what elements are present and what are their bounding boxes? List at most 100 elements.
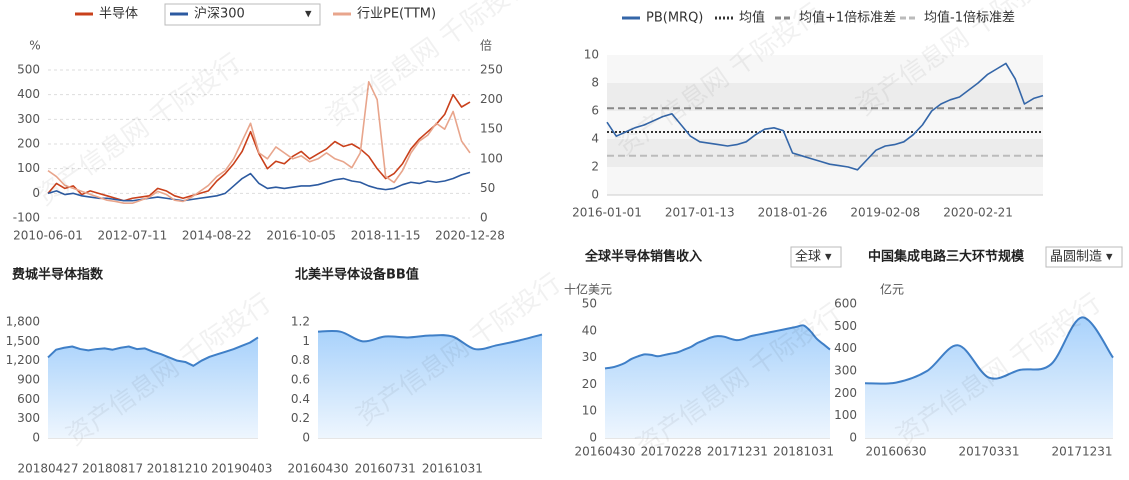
legend-label: 均值+1倍标准差 xyxy=(799,10,896,26)
legend-label: 行业PE(TTM) xyxy=(357,7,436,22)
x-tick-label: 2016-01-01 xyxy=(572,206,642,220)
x-tick-label: 2020-12-28 xyxy=(435,229,505,243)
x-tick-label: 2018-01-26 xyxy=(758,206,828,220)
dropdown[interactable] xyxy=(790,246,842,268)
y-tick-label: 400 xyxy=(17,87,40,101)
y-tick-label: 20 xyxy=(582,377,597,391)
y-tick-label: 0 xyxy=(591,188,599,202)
dropdown[interactable] xyxy=(1045,246,1123,268)
legend-label: 均值-1倍标准差 xyxy=(924,10,1015,26)
y-tick-label: 100 xyxy=(17,161,40,175)
x-tick-label: 2020-02-21 xyxy=(943,206,1013,220)
x-tick-label: 20180427 xyxy=(17,462,78,476)
x-tick-label: 20190403 xyxy=(211,462,272,476)
y-tick-label: 30 xyxy=(582,350,597,364)
grid-band xyxy=(607,83,1043,111)
x-tick-label: 20160731 xyxy=(355,462,416,476)
y2-tick-label: 50 xyxy=(480,181,495,195)
x-tick-label: 20171231 xyxy=(1051,445,1112,459)
dropdown-label[interactable]: 晶圆制造 xyxy=(1050,250,1102,265)
plot-background xyxy=(607,55,1043,195)
y-tick-label: 500 xyxy=(17,63,40,77)
y-tick-label: 0 xyxy=(589,431,597,445)
y-tick-label: 0 xyxy=(32,186,40,200)
x-tick-label: 2012-07-11 xyxy=(98,229,168,243)
y2-unit: 倍 xyxy=(480,38,492,53)
area-fill xyxy=(865,317,1113,438)
y-tick-label: 1 xyxy=(302,334,310,348)
y-tick-label: 0.4 xyxy=(291,392,310,406)
y-tick-label: 0 xyxy=(32,431,40,445)
y-tick-label: 100 xyxy=(834,408,857,422)
x-tick-label: 2019-02-08 xyxy=(850,206,920,220)
x-tick-label: 20171231 xyxy=(707,445,768,459)
chart-title: 中国集成电路三大环节规模 xyxy=(868,249,1025,265)
y-tick-label: 8 xyxy=(591,76,599,90)
x-tick-label: 20170331 xyxy=(958,445,1019,459)
y2-tick-label: 200 xyxy=(480,92,503,106)
chart-title: 全球半导体销售收入 xyxy=(584,249,702,265)
y-unit: 十亿美元 xyxy=(564,282,612,297)
y2-tick-label: 0 xyxy=(480,211,488,225)
chart-title: 北美半导体设备BB值 xyxy=(295,267,419,283)
y-tick-label: 2 xyxy=(591,160,599,174)
y-tick-label: 0.6 xyxy=(291,373,310,387)
y-tick-label: 0 xyxy=(849,431,857,445)
y-tick-label: 900 xyxy=(17,373,40,387)
y-tick-label: 1,500 xyxy=(6,334,40,348)
dropdown-arrow[interactable]: ▾ xyxy=(825,250,832,265)
y-tick-label: 300 xyxy=(17,411,40,425)
legend-dropdown[interactable] xyxy=(164,3,321,26)
y-tick-label: 400 xyxy=(834,341,857,355)
series-line xyxy=(604,324,831,370)
x-tick-label: 20180817 xyxy=(82,462,143,476)
y-tick-label: 0.2 xyxy=(291,411,310,425)
y-tick-label: 0.8 xyxy=(291,353,310,367)
x-tick-label: 2014-08-22 xyxy=(182,229,252,243)
y-tick-label: 200 xyxy=(834,386,857,400)
legend-label: 沪深300 xyxy=(194,6,245,22)
y-unit: % xyxy=(29,39,40,53)
x-tick-label: 2016-10-05 xyxy=(266,229,336,243)
x-tick-label: 20161031 xyxy=(422,462,483,476)
series-line xyxy=(606,62,1044,171)
y-tick-label: 600 xyxy=(17,392,40,406)
y-tick-label: 600 xyxy=(834,297,857,311)
series-line xyxy=(47,81,471,204)
dropdown-arrow[interactable]: ▾ xyxy=(305,7,312,22)
series-line xyxy=(317,329,543,351)
y-tick-label: 1,800 xyxy=(6,315,40,329)
dropdown-arrow[interactable]: ▾ xyxy=(1106,250,1113,265)
y-tick-label: 0 xyxy=(302,431,310,445)
y-tick-label: 200 xyxy=(17,137,40,151)
y-tick-label: 4 xyxy=(591,132,599,146)
x-tick-label: 20160430 xyxy=(574,445,635,459)
y-tick-label: 50 xyxy=(582,297,597,311)
y-tick-label: 300 xyxy=(834,364,857,378)
dropdown-label[interactable]: 全球 xyxy=(795,249,821,265)
area-fill xyxy=(48,337,258,438)
y-tick-label: 1.2 xyxy=(291,315,310,329)
series-line xyxy=(47,336,259,367)
legend-label: 半导体 xyxy=(99,7,138,22)
y-tick-label: 300 xyxy=(17,112,40,126)
series-line xyxy=(47,93,471,202)
area-fill xyxy=(605,325,830,438)
y-tick-label: 10 xyxy=(584,48,599,62)
area-fill xyxy=(318,330,542,438)
x-tick-label: 20160630 xyxy=(865,445,926,459)
x-tick-label: 20160430 xyxy=(287,462,348,476)
x-tick-label: 2017-01-13 xyxy=(665,206,735,220)
y2-tick-label: 250 xyxy=(480,63,503,77)
x-tick-label: 20181031 xyxy=(773,445,834,459)
x-tick-label: 20181210 xyxy=(147,462,208,476)
series-line xyxy=(864,316,1114,385)
y-unit: 亿元 xyxy=(880,282,904,297)
series-line xyxy=(47,171,471,202)
x-tick-label: 2018-11-15 xyxy=(351,229,421,243)
legend-label: PB(MRQ) xyxy=(646,11,703,26)
x-tick-label: 2010-06-01 xyxy=(13,229,83,243)
y-tick-label: 40 xyxy=(582,323,597,337)
